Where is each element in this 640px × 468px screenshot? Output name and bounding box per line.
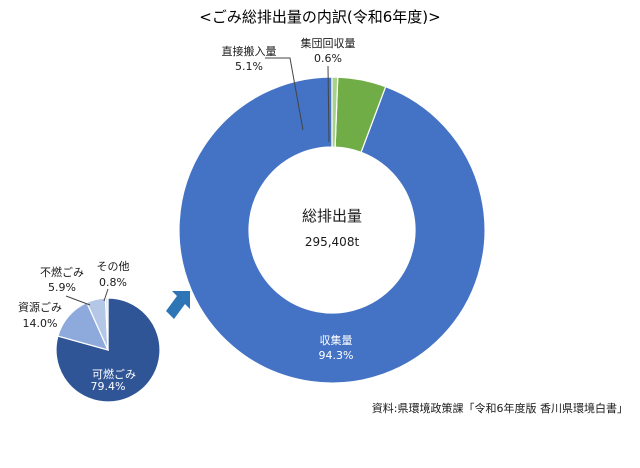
value-other: 0.8% (99, 276, 127, 289)
source-note: 資料:県環境政策課「令和6年度版 香川県環境白書」 (372, 401, 628, 415)
label-group: 集団回収量 (301, 36, 356, 50)
label-direct: 直接搬入量 (222, 44, 277, 58)
value-combustible: 79.4% (91, 380, 126, 393)
total-emission-donut (178, 76, 486, 384)
label-collected: 収集量 (320, 333, 353, 347)
leader-line-incombustible (65, 295, 91, 306)
value-resource: 14.0% (23, 317, 58, 330)
leader-line-direct (265, 57, 304, 131)
value-group: 0.6% (314, 52, 342, 65)
breakdown-arrow-icon (166, 291, 190, 319)
slice-collected (178, 76, 486, 384)
label-resource: 資源ごみ (18, 300, 62, 314)
leader-line-group (327, 65, 330, 143)
value-collected: 94.3% (319, 349, 354, 362)
leader-line-other (103, 288, 109, 302)
donut-center-label: 総排出量 (302, 207, 362, 225)
chart-title: <ごみ総排出量の内訳(令和6年度)> (199, 8, 440, 26)
slice-group (331, 76, 339, 148)
donut-center-value: 295,408t (305, 235, 360, 249)
value-incombustible: 5.9% (48, 281, 76, 294)
label-other: その他 (97, 260, 130, 273)
label-incombustible: 不燃ごみ (40, 265, 84, 279)
value-direct: 5.1% (235, 60, 263, 73)
label-combustible: 可燃ごみ (92, 367, 136, 381)
leader-lines (65, 57, 330, 306)
